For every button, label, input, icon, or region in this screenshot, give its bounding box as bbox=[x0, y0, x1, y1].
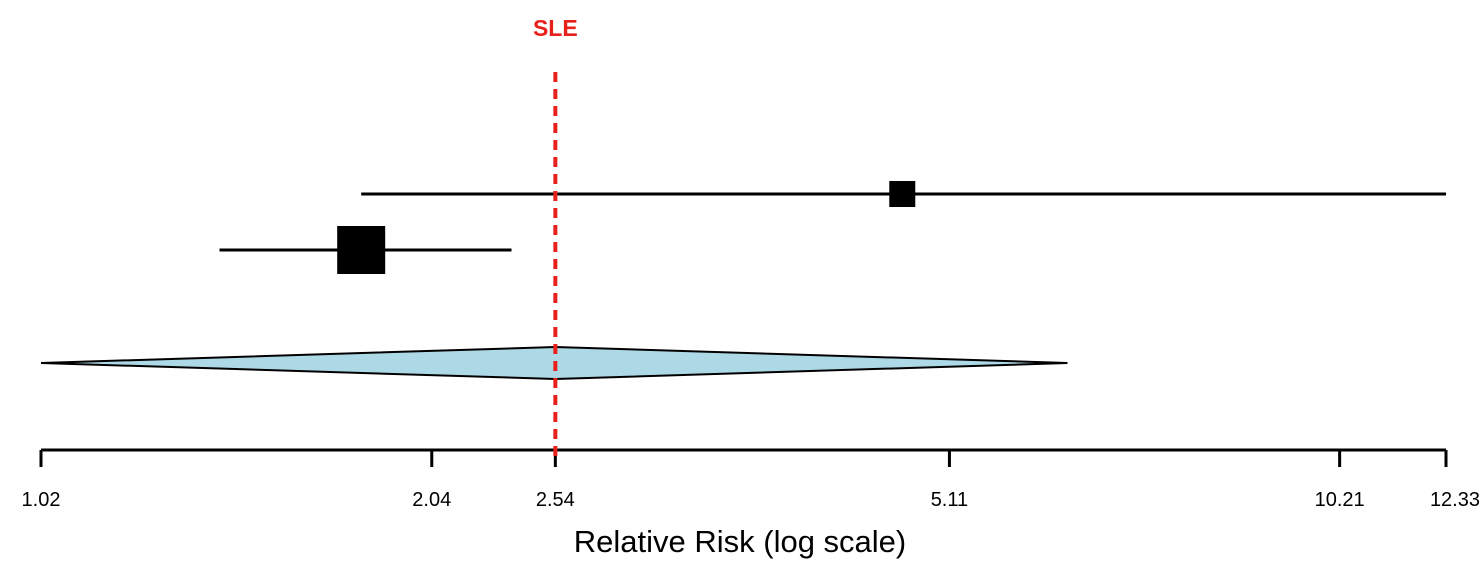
study-rows bbox=[219, 181, 1446, 274]
x-axis: 1.02 2.04 2.54 5.11 10.21 12.33 Relative Risk… bbox=[22, 448, 1480, 559]
study-point-estimate bbox=[889, 181, 916, 207]
x-tick-label: 2.54 bbox=[536, 489, 575, 511]
x-axis-title: Relative Risk (log scale) bbox=[574, 524, 907, 559]
x-tick-label: 2.04 bbox=[412, 489, 451, 511]
study-point-estimate bbox=[337, 226, 386, 274]
x-tick-label: 1.02 bbox=[22, 489, 61, 511]
x-axis-ticks: 1.02 2.04 2.54 5.11 10.21 12.33 bbox=[22, 450, 1480, 511]
x-tick-label: 5.11 bbox=[931, 489, 968, 511]
reference-line-label: SLE bbox=[533, 15, 578, 41]
x-tick-label: 12.33 bbox=[1430, 489, 1480, 511]
reference-line-group: SLE bbox=[533, 15, 578, 462]
x-tick-label: 10.21 bbox=[1315, 489, 1365, 511]
